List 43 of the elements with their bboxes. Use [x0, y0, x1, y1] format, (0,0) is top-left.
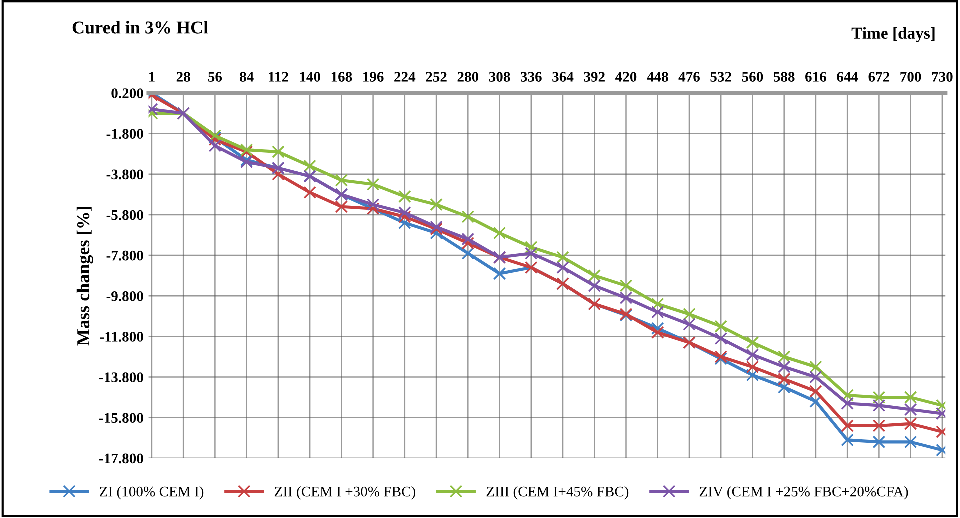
- x-tick-label: 588: [774, 72, 795, 82]
- x-tick-label: 308: [489, 72, 510, 82]
- x-tick-label: 644: [837, 72, 858, 82]
- x-tick-label: 1: [149, 72, 155, 82]
- y-tick-label: -1.800: [106, 129, 144, 140]
- legend-label: ZII (CEM I +30% FBC): [274, 486, 416, 500]
- x-tick-label: 700: [900, 72, 922, 82]
- legend-label: ZIII (CEM I+45% FBC): [486, 486, 629, 500]
- x-tick-label: 560: [742, 72, 764, 82]
- x-tick-label: 224: [394, 72, 416, 82]
- x-tick-label: 168: [332, 72, 352, 82]
- y-tick-label: -3.800: [106, 170, 144, 180]
- x-tick-label: 336: [521, 72, 542, 82]
- x-tick-label: 56: [208, 72, 222, 82]
- y-tick-label: 0.200: [112, 88, 144, 99]
- y-tick-label: -11.800: [100, 332, 144, 342]
- x-tick-label: 616: [806, 72, 826, 82]
- x-axis-title: Time [days]: [852, 27, 935, 42]
- legend-label: ZIV (CEM I +25% FBC+20%CFA): [700, 486, 908, 500]
- y-tick-label: -15.800: [100, 413, 144, 424]
- y-tick-label: -7.800: [106, 250, 144, 261]
- x-tick-label: 364: [552, 72, 574, 82]
- x-tick-label: 140: [300, 72, 320, 82]
- chart-title: Cured in 3% HCl: [72, 21, 208, 34]
- x-tick-label: 730: [932, 72, 953, 82]
- x-tick-label: 476: [678, 72, 700, 82]
- x-tick-label: 252: [426, 72, 447, 82]
- y-axis-title: Mass changes [%]: [76, 206, 94, 346]
- x-tick-label: 672: [868, 72, 890, 82]
- y-tick-label: -5.800: [106, 210, 144, 220]
- y-tick-label: -13.800: [100, 372, 144, 383]
- x-tick-label: 28: [176, 72, 190, 82]
- x-tick-label: 196: [364, 72, 384, 82]
- legend-label: ZI (100% CEM I): [100, 486, 204, 500]
- x-tick-label: 392: [584, 72, 605, 82]
- x-tick-label: 532: [710, 72, 732, 82]
- y-tick-label: -9.800: [106, 291, 144, 302]
- x-tick-label: 448: [647, 72, 668, 82]
- y-tick-label: -17.800: [100, 454, 144, 464]
- x-tick-label: 112: [269, 72, 288, 82]
- x-tick-label: 280: [458, 72, 479, 82]
- x-tick-label: 420: [616, 72, 637, 82]
- x-tick-label: 84: [240, 72, 254, 82]
